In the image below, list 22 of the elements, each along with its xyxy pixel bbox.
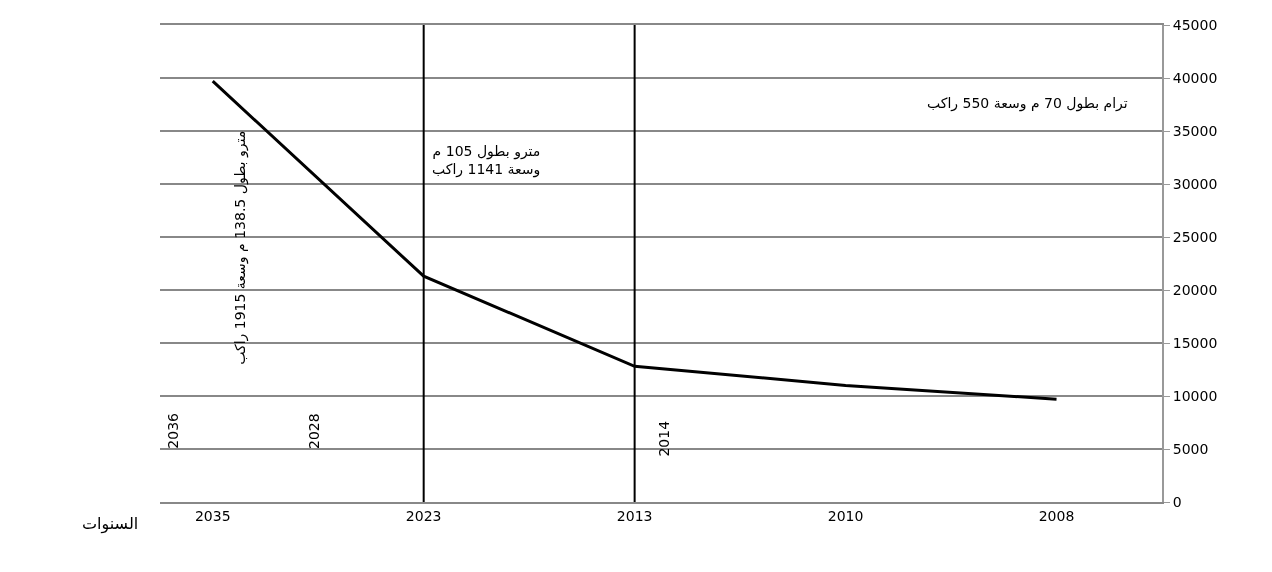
y-tick-label: 5000 (1172, 440, 1209, 457)
y-tick-label: 45000 (1172, 16, 1218, 33)
x-tick-label: 2010 (827, 507, 864, 524)
y-tick-label: 15000 (1172, 334, 1218, 351)
y-tick-label: 25000 (1172, 228, 1218, 245)
y-tick-label: 40000 (1172, 69, 1218, 86)
annotation: 2028 (306, 413, 323, 449)
x-tick-label: 2035 (194, 507, 231, 524)
y-tick-label: 30000 (1172, 175, 1218, 192)
x-tick-label: 2008 (1038, 507, 1075, 524)
y-tick-label: 10000 (1172, 387, 1218, 404)
annotation: ترام بطول 70 م وسعة 550 راكب (927, 95, 1128, 112)
annotation: 2014 (655, 420, 672, 457)
annotation: 2036 (164, 412, 181, 449)
y-tick-label: 20000 (1172, 281, 1218, 298)
annotation: مترو بطول 105 م وسعة 1141 راكب (432, 143, 541, 179)
x-axis-title: السنوات (82, 514, 139, 534)
annotation: مترو بطول 138.5 م وسعة 1915 راكب (231, 130, 249, 365)
x-tick-label: 2023 (405, 507, 442, 524)
y-tick-label: 35000 (1172, 122, 1218, 139)
y-tick-label: 0 (1172, 493, 1182, 510)
x-tick-label: 2013 (616, 507, 653, 524)
